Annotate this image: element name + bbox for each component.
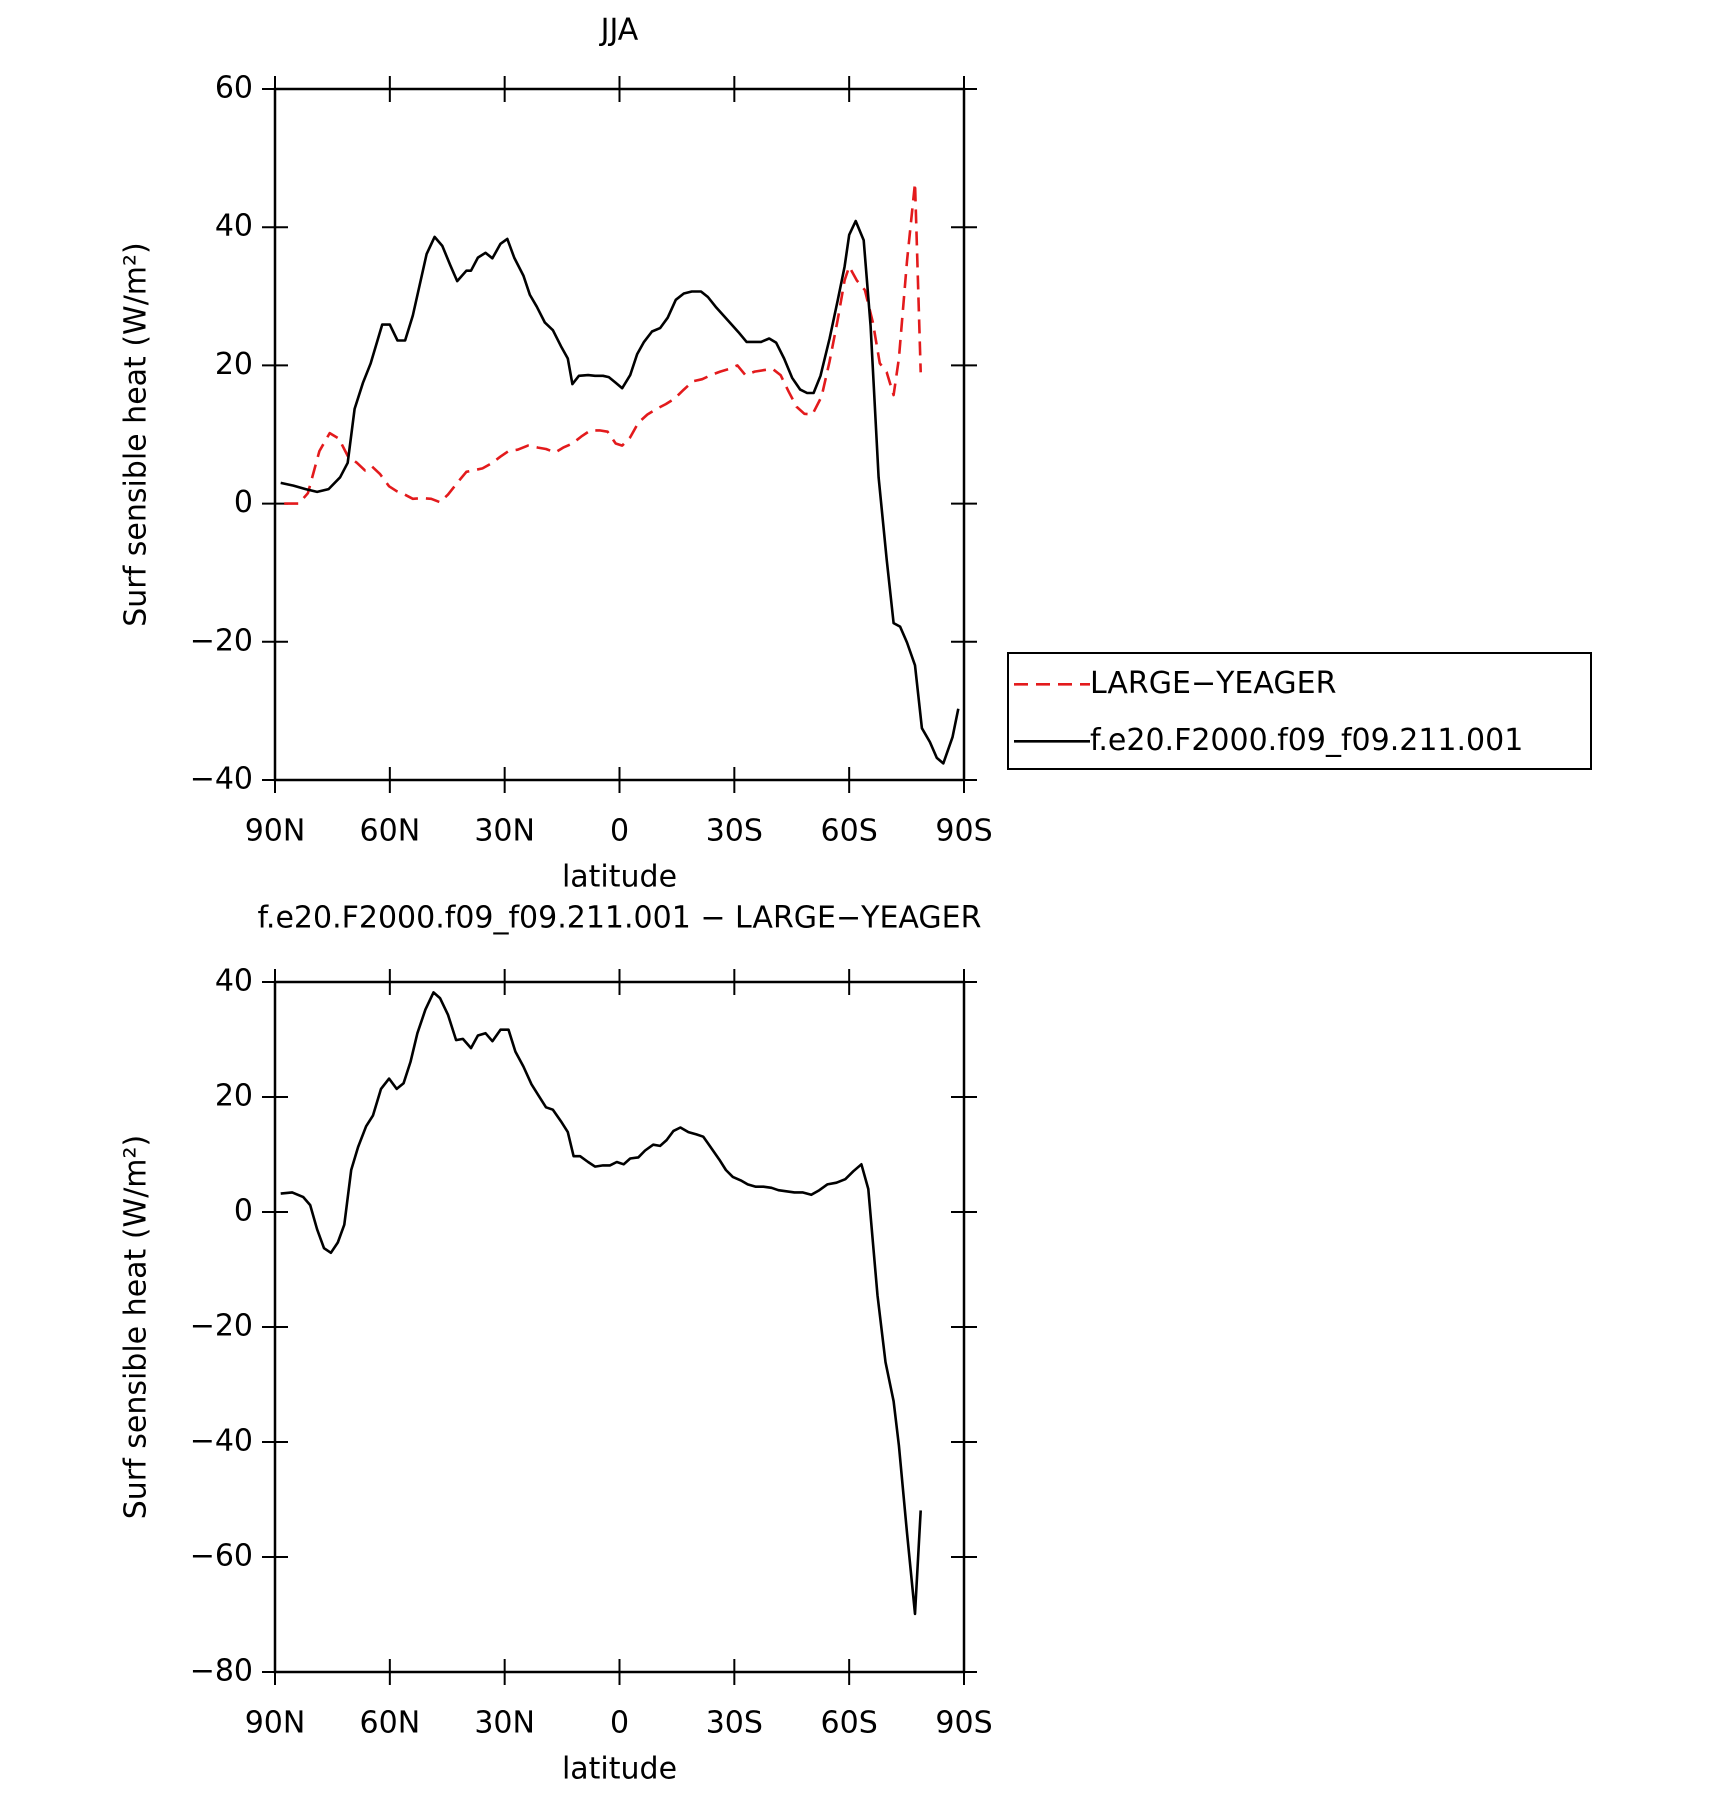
legend-box (1007, 652, 1592, 770)
y-axis-label: Surf sensible heat (W/m²) (119, 1135, 154, 1520)
plot-frame (273, 980, 966, 1674)
legend-label: LARGE−YEAGER (1090, 666, 1336, 701)
x-tick-label: 30S (706, 814, 763, 849)
x-tick-label: 30N (474, 814, 535, 849)
x-tick-label: 30S (706, 1706, 763, 1741)
x-tick-label: 60N (360, 814, 421, 849)
y-tick-label: 0 (234, 1194, 253, 1229)
y-tick-label: 0 (234, 485, 253, 520)
x-tick-label: 60N (360, 1706, 421, 1741)
x-tick-label: 30N (474, 1706, 535, 1741)
x-tick-label: 90S (935, 814, 992, 849)
x-tick-label: 0 (610, 1706, 629, 1741)
x-tick-label: 90S (935, 1706, 992, 1741)
x-tick-label: 60S (821, 814, 878, 849)
x-tick-label: 90N (245, 1706, 306, 1741)
y-tick-label: 40 (215, 964, 253, 999)
y-tick-label: 20 (215, 347, 253, 382)
x-axis-label: latitude (562, 1752, 677, 1787)
y-tick-label: −40 (190, 1424, 253, 1459)
y-axis-label: Surf sensible heat (W/m²) (119, 242, 154, 627)
x-axis-label: latitude (562, 860, 677, 895)
y-tick-label: −40 (190, 762, 253, 797)
plot-frame (273, 87, 966, 782)
y-tick-label: −20 (190, 1309, 253, 1344)
x-tick-label: 0 (610, 814, 629, 849)
y-tick-label: −60 (190, 1539, 253, 1574)
y-tick-label: −80 (190, 1654, 253, 1689)
legend-label: f.e20.F2000.f09_f09.211.001 (1090, 723, 1523, 758)
data-line (284, 181, 922, 505)
y-tick-label: −20 (190, 623, 253, 658)
x-tick-label: 90N (245, 814, 306, 849)
chart-title: JJA (599, 13, 639, 48)
x-tick-label: 60S (821, 1706, 878, 1741)
y-tick-label: 40 (215, 209, 253, 244)
y-tick-label: 20 (215, 1079, 253, 1114)
chart-title: f.e20.F2000.f09_f09.211.001 − LARGE−YEAG… (258, 901, 982, 936)
y-tick-label: 60 (215, 71, 253, 106)
data-line (280, 991, 922, 1616)
data-line (280, 219, 960, 765)
